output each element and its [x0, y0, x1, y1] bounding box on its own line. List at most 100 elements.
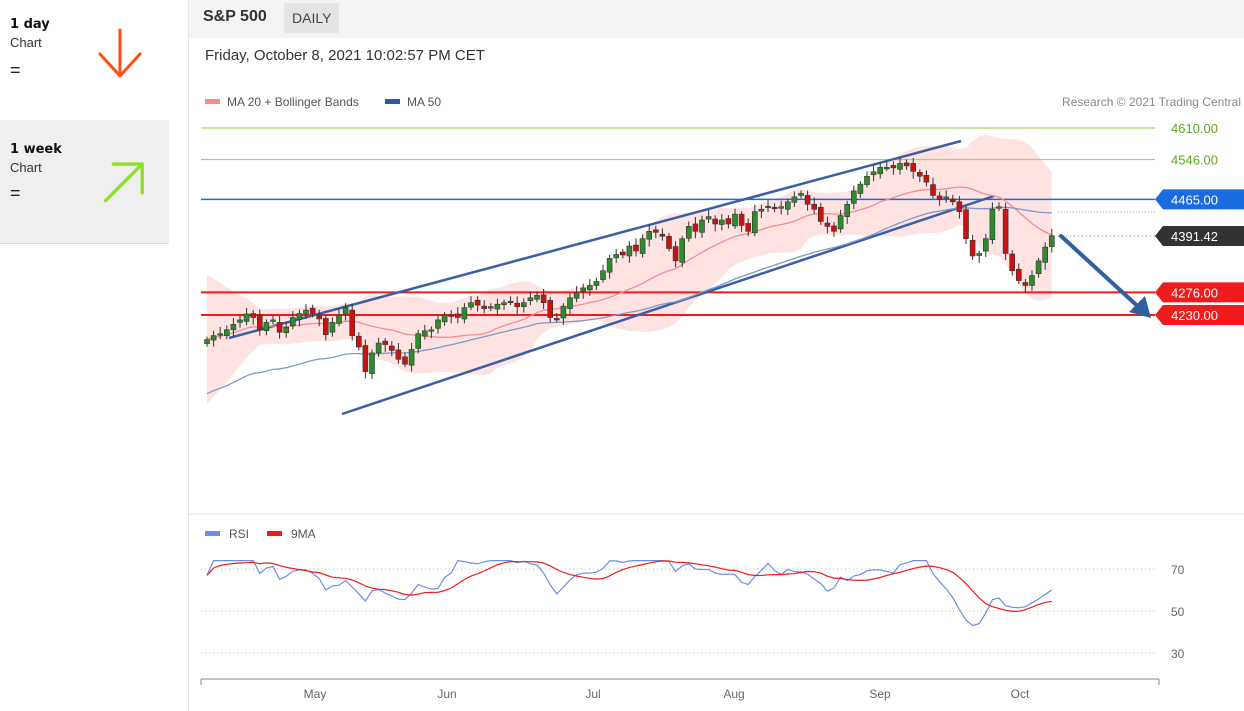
- level-label: 4610.00: [1171, 121, 1218, 136]
- legend-swatch: [205, 99, 220, 104]
- candle-body: [751, 211, 758, 234]
- signal-card-1day[interactable]: 1 day Chart =: [0, 0, 169, 123]
- price-chart: 4610.00 4546.00 4465.00 4276.00 4230.00 4391.…: [189, 95, 1244, 701]
- signal-status: =: [10, 183, 21, 203]
- candle-body: [428, 329, 435, 332]
- candle-body: [943, 196, 950, 199]
- candle-body: [718, 219, 725, 225]
- candle-body: [1009, 253, 1016, 272]
- rsi-ma-line: [206, 560, 1052, 613]
- candle-body: [811, 203, 818, 210]
- copyright-label: Research © 2021 Trading Central: [1062, 95, 1241, 109]
- candle-body: [771, 206, 778, 210]
- candle-body: [507, 300, 514, 304]
- level-tag: [1155, 305, 1244, 325]
- candle-body: [956, 201, 963, 212]
- candle-body: [705, 216, 712, 220]
- candle-body: [375, 342, 382, 354]
- forecast-arrow-head: [1129, 296, 1151, 318]
- candle-body: [389, 345, 395, 351]
- candle-body: [672, 246, 679, 262]
- candle-body: [474, 299, 481, 306]
- candle-body: [745, 223, 752, 232]
- candle-body: [659, 233, 666, 237]
- period-tab[interactable]: DAILY: [284, 3, 340, 33]
- candle-body: [349, 309, 355, 336]
- candle-body: [976, 253, 983, 256]
- level-label: 4465.00: [1171, 192, 1218, 207]
- candle-body: [798, 193, 804, 196]
- legend-label: MA 20 + Bollinger Bands: [227, 95, 359, 109]
- candle-body: [699, 219, 705, 233]
- candle-body: [732, 213, 738, 227]
- candle-body: [435, 319, 441, 329]
- candle-body: [712, 218, 719, 225]
- x-tick-label: Jun: [437, 687, 456, 701]
- candle-body: [930, 184, 936, 196]
- candle-body: [369, 352, 375, 374]
- candle-body: [784, 201, 791, 210]
- candle-body: [408, 349, 415, 366]
- candle-body: [613, 254, 620, 259]
- candle-body: [666, 235, 672, 249]
- candle-body: [223, 329, 230, 336]
- candle-body: [778, 206, 785, 209]
- arrow-up-right-icon: [103, 162, 144, 203]
- candle-body: [1002, 208, 1009, 254]
- candle-body: [250, 313, 257, 318]
- candle-body: [323, 318, 329, 335]
- legend-swatch: [205, 531, 220, 536]
- level-label: 4230.00: [1171, 308, 1218, 323]
- candle-body: [303, 309, 309, 314]
- candle-body: [481, 305, 488, 309]
- rsi-tick-label: 30: [1171, 647, 1185, 661]
- candle-body: [870, 171, 877, 176]
- forecast-arrow-shaft: [1059, 234, 1146, 314]
- candle-body: [877, 167, 884, 175]
- candle-body: [448, 314, 455, 317]
- candle-body: [1048, 235, 1055, 247]
- candle-body: [276, 322, 283, 333]
- candle-body: [738, 213, 745, 226]
- x-tick-label: Sep: [869, 687, 891, 701]
- candle-body: [600, 270, 606, 280]
- candle-body: [679, 238, 686, 263]
- candle-body: [356, 335, 362, 348]
- arrow-down-icon: [98, 28, 142, 78]
- candle-body: [270, 319, 276, 322]
- candle-body: [237, 319, 243, 323]
- channel-upper-line: [228, 139, 962, 340]
- candle-body: [897, 163, 903, 170]
- x-tick-label: Jul: [585, 687, 600, 701]
- candle-body: [910, 163, 917, 172]
- level-tag: [1155, 189, 1244, 210]
- candle-body: [283, 327, 289, 334]
- candle-body: [342, 307, 349, 315]
- candle-body: [639, 238, 646, 254]
- candle-body: [422, 330, 428, 337]
- candle-body: [520, 302, 527, 307]
- candle-body: [1015, 268, 1022, 281]
- candle-body: [547, 299, 554, 318]
- candle-body: [850, 190, 857, 204]
- candle-body: [936, 195, 943, 200]
- candle-body: [949, 198, 956, 203]
- candle-body: [619, 251, 626, 256]
- candle-body: [890, 165, 897, 169]
- candle-body: [1035, 260, 1042, 274]
- candle-body: [725, 218, 732, 225]
- candle-body: [415, 333, 421, 349]
- candle-body: [402, 356, 408, 365]
- candle-body: [382, 340, 388, 345]
- signal-card-subtitle: Chart: [10, 160, 42, 175]
- candle-body: [903, 162, 910, 167]
- candle-body: [514, 302, 521, 307]
- candle-body: [1022, 282, 1029, 286]
- candle-body: [257, 314, 263, 331]
- candle-body: [837, 215, 844, 230]
- candle-body: [395, 349, 402, 360]
- candle-body: [336, 314, 342, 324]
- signal-card-1week[interactable]: 1 week Chart =: [0, 120, 169, 244]
- candle-body: [646, 231, 653, 240]
- level-label: 4276.00: [1171, 285, 1218, 300]
